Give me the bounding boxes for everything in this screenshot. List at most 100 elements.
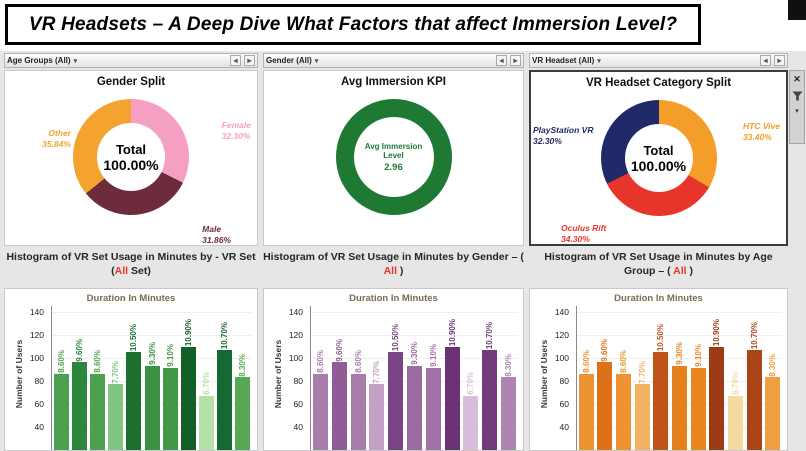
bar-value-label: 9.60% [599, 338, 609, 362]
bar[interactable] [709, 347, 724, 450]
bar[interactable] [672, 365, 687, 450]
bar[interactable] [691, 368, 706, 450]
header-text: ) [686, 264, 694, 277]
bar[interactable] [728, 395, 743, 450]
bar[interactable] [108, 384, 123, 450]
bar-value-label: 10.70% [484, 321, 494, 349]
bar[interactable] [145, 365, 160, 450]
dashboard-title-box: VR Headsets – A Deep Dive What Factors t… [5, 4, 701, 45]
bar[interactable] [54, 373, 69, 450]
bar-value-label: 10.90% [183, 319, 193, 347]
next-button[interactable]: ▸ [774, 55, 785, 66]
bar-value-label: 7.70% [371, 360, 381, 384]
bar-value-label: 9.30% [674, 342, 684, 365]
bar[interactable] [653, 352, 668, 450]
bar-value-label: 6.70% [201, 372, 211, 395]
filter-label: Gender (All) [266, 56, 312, 65]
plot-area: 8.60% 9.60% 8.60% 7.70% 10.50% 9.30% 9.10% 10.9… [576, 306, 782, 450]
kpi-value: 2.96 [384, 161, 403, 173]
y-tick-label: 120 [288, 329, 303, 340]
bar[interactable] [463, 395, 478, 450]
center-label: Total [115, 141, 147, 157]
bar[interactable] [482, 349, 497, 450]
bar-chart-panel-age-group: Duration In Minutes Number of Users 140 1… [529, 288, 788, 451]
bar[interactable] [199, 395, 214, 450]
y-tick-label: 140 [288, 306, 303, 317]
slice-label-oculus-rift: Oculus Rift 34.30% [561, 223, 607, 244]
y-tick-label: 100 [29, 352, 44, 363]
bar[interactable] [126, 352, 141, 450]
chevron-down-icon[interactable]: ▾ [73, 57, 78, 65]
sheet-toolbar: ✕ ▾ [789, 70, 805, 144]
y-tick-label: 140 [29, 306, 44, 317]
bar[interactable] [635, 384, 650, 450]
bar[interactable] [579, 373, 594, 450]
prev-button[interactable]: ◂ [760, 55, 771, 66]
bar[interactable] [369, 384, 384, 450]
y-axis: 140 120 100 80 60 40 [278, 306, 305, 450]
gridline [52, 334, 252, 336]
bar[interactable] [388, 352, 403, 450]
bar-value-label: 7.70% [637, 360, 647, 384]
gender-split-panel: Gender Split Total 100.00% Female 32.30% M… [4, 70, 258, 246]
bar[interactable] [163, 368, 178, 450]
bar[interactable] [90, 373, 105, 450]
chevron-down-icon[interactable]: ▾ [314, 57, 319, 65]
header-highlight: All [114, 264, 129, 277]
center-label: Total [643, 142, 674, 158]
gridline [577, 357, 782, 359]
bar[interactable] [747, 349, 762, 450]
gridline [52, 311, 252, 313]
y-tick-label: 60 [293, 398, 303, 409]
prev-button[interactable]: ◂ [496, 55, 507, 66]
y-tick-label: 100 [288, 352, 303, 363]
bar-value-label: 6.70% [730, 372, 740, 395]
bar[interactable] [313, 373, 328, 450]
bar-value-label: 10.50% [390, 323, 400, 351]
bar[interactable] [501, 377, 516, 450]
next-button[interactable]: ▸ [510, 55, 521, 66]
bar[interactable] [765, 377, 780, 450]
filter-vr-headset[interactable]: VR Headset (All) ▾ ◂ ▸ [529, 53, 788, 68]
hist-header-vr-set: Histogram of VR Set Usage in Minutes by … [4, 251, 258, 286]
bar[interactable] [72, 362, 87, 450]
y-tick-label: 60 [34, 398, 44, 409]
avg-immersion-kpi-panel: Avg Immersion KPI Avg Immersion Level 2.… [263, 70, 524, 246]
bar[interactable] [616, 373, 631, 450]
bar[interactable] [181, 347, 196, 450]
bar[interactable] [426, 368, 441, 450]
y-tick-label: 140 [554, 306, 569, 317]
y-tick-label: 100 [554, 352, 569, 363]
next-button[interactable]: ▸ [244, 55, 255, 66]
close-icon[interactable]: ✕ [793, 74, 801, 84]
bar-value-label: 10.70% [219, 321, 229, 349]
bar-value-label: 10.90% [447, 319, 457, 347]
bar-value-label: 9.10% [165, 344, 175, 368]
bar[interactable] [332, 362, 347, 450]
y-tick-label: 40 [293, 421, 303, 432]
bar[interactable] [407, 365, 422, 450]
filter-gender[interactable]: Gender (All) ▾ ◂ ▸ [263, 53, 524, 68]
filter-age-groups[interactable]: Age Groups (All) ▾ ◂ ▸ [4, 53, 258, 68]
bar-value-label: 9.60% [74, 338, 84, 362]
header-text: Histogram of VR Set Usage in Minutes by … [544, 251, 773, 277]
caret-down-icon[interactable]: ▾ [795, 108, 799, 115]
chevron-down-icon[interactable]: ▾ [597, 57, 601, 65]
y-tick-label: 40 [34, 421, 44, 432]
donut-center: Avg Immersion Level 2.96 [353, 117, 434, 197]
filter-funnel-icon[interactable] [792, 91, 803, 101]
bar-value-label: 8.30% [237, 353, 247, 377]
header-text: ) [397, 264, 404, 277]
y-tick-label: 120 [554, 329, 569, 340]
bar[interactable] [217, 349, 232, 450]
kpi-label: Avg Immersion Level [364, 141, 423, 160]
bar[interactable] [445, 347, 460, 450]
prev-button[interactable]: ◂ [230, 55, 241, 66]
header-text: Set) [128, 264, 151, 277]
bar[interactable] [235, 377, 250, 450]
bar[interactable] [351, 373, 366, 450]
bar-chart-panel-gender: Duration In Minutes Number of Users 140 1… [263, 288, 524, 451]
bar[interactable] [597, 362, 612, 450]
center-value: 100.00% [630, 157, 687, 174]
bar-value-label: 8.60% [581, 350, 591, 373]
